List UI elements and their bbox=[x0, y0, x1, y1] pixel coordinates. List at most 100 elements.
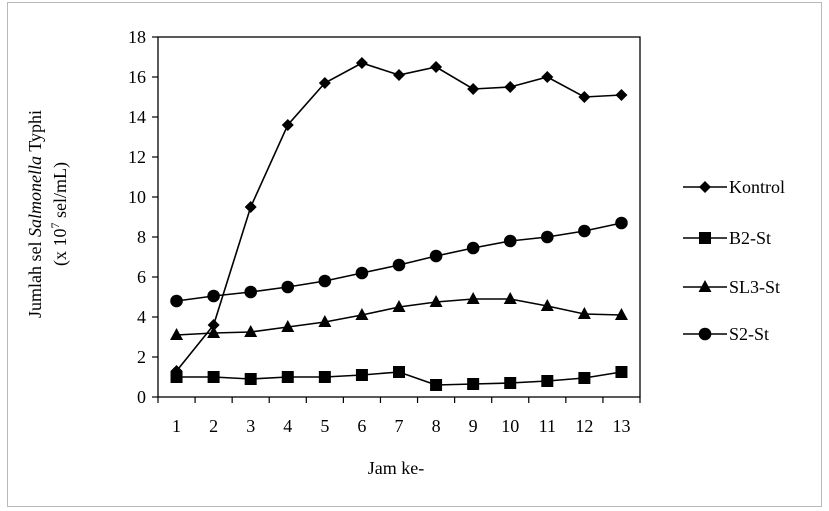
data-point-kontrol bbox=[615, 89, 628, 101]
x-tick-label: 3 bbox=[246, 416, 255, 436]
data-point-b2-st bbox=[281, 371, 294, 383]
data-point-sl3-st bbox=[392, 300, 406, 312]
x-tick-labels: 1 2 3 4 5 6 7 8 9 10 11 12 13 bbox=[172, 416, 630, 436]
chart-frame bbox=[7, 2, 822, 507]
legend-label-s2-st: S2-St bbox=[729, 324, 769, 344]
legend-label-sl3-st: SL3-St bbox=[729, 277, 780, 297]
legend-marker-s2-st bbox=[698, 327, 712, 341]
y-tick-label: 18 bbox=[128, 27, 146, 47]
series-line-kontrol bbox=[175, 62, 622, 372]
x-axis-label: Jam ke- bbox=[368, 458, 424, 478]
data-point-s2-st bbox=[170, 294, 183, 308]
legend-marker-sl3-st bbox=[698, 280, 712, 292]
x-tick-label: 7 bbox=[395, 416, 404, 436]
legend-label-b2-st: B2-St bbox=[729, 228, 771, 248]
data-point-kontrol bbox=[393, 69, 405, 81]
x-tick-label: 10 bbox=[501, 416, 519, 436]
x-tick-label: 1 bbox=[172, 416, 181, 436]
data-point-b2-st bbox=[244, 373, 257, 385]
series-s2-st bbox=[170, 216, 628, 308]
data-point-s2-st bbox=[466, 241, 480, 255]
data-point-kontrol bbox=[207, 319, 220, 331]
data-point-kontrol bbox=[318, 77, 331, 89]
x-tick-label: 8 bbox=[432, 416, 441, 436]
data-point-b2-st bbox=[318, 371, 331, 383]
series-group bbox=[170, 57, 628, 391]
data-point-sl3-st bbox=[170, 328, 184, 340]
data-point-b2-st bbox=[467, 378, 480, 390]
y-tick-label: 16 bbox=[128, 67, 146, 87]
y-tick-label: 4 bbox=[137, 307, 146, 327]
data-point-sl3-st bbox=[429, 295, 443, 307]
data-point-s2-st bbox=[244, 285, 257, 299]
x-tick-label: 9 bbox=[469, 416, 478, 436]
data-point-b2-st bbox=[541, 375, 554, 387]
data-point-sl3-st bbox=[355, 308, 369, 320]
legend-entry-sl3-st: SL3-St bbox=[683, 277, 780, 297]
data-point-s2-st bbox=[318, 274, 332, 288]
data-point-b2-st bbox=[504, 377, 517, 389]
data-point-sl3-st bbox=[503, 292, 517, 304]
legend-entry-kontrol: Kontrol bbox=[683, 177, 785, 197]
data-point-sl3-st bbox=[244, 325, 258, 337]
data-point-sl3-st bbox=[540, 299, 554, 311]
y-axis-label-line2-prefix: (x 10 bbox=[50, 229, 71, 267]
y-axis-label-line2-suffix: sel/mL) bbox=[50, 162, 71, 223]
x-tick-label: 11 bbox=[539, 416, 556, 436]
data-point-kontrol bbox=[281, 119, 294, 131]
y-tick-label: 6 bbox=[137, 267, 146, 287]
data-point-s2-st bbox=[281, 280, 295, 294]
data-point-s2-st bbox=[541, 230, 554, 244]
data-point-b2-st bbox=[355, 369, 368, 381]
x-tick-label: 4 bbox=[283, 416, 292, 436]
y-axis-label-line1-italic: Salmonella bbox=[25, 156, 45, 237]
data-point-sl3-st bbox=[318, 315, 332, 327]
series-sl3-st bbox=[170, 292, 628, 340]
x-tick-label: 2 bbox=[209, 416, 218, 436]
plot-area-border bbox=[157, 36, 641, 398]
data-point-sl3-st bbox=[614, 308, 628, 320]
x-tick-label: 5 bbox=[320, 416, 329, 436]
data-point-b2-st bbox=[430, 379, 443, 391]
y-tick-label: 0 bbox=[137, 387, 146, 407]
y-axis-label-line1-suffix: Typhi bbox=[25, 110, 45, 156]
legend-entry-b2-st: B2-St bbox=[683, 228, 771, 248]
data-point-b2-st bbox=[393, 366, 405, 378]
y-axis-label-line2: (x 107 sel/mL) bbox=[48, 162, 71, 266]
legend-marker-kontrol bbox=[699, 181, 711, 193]
y-tick-label: 14 bbox=[128, 107, 146, 127]
y-axis-label-line1: Jumlah sel Salmonella Typhi bbox=[25, 110, 45, 318]
y-tick-label: 12 bbox=[128, 147, 146, 167]
data-point-kontrol bbox=[541, 71, 554, 83]
y-axis-label: Jumlah sel Salmonella Typhi (x 107 sel/m… bbox=[25, 110, 71, 318]
legend: Kontrol B2-St SL3-St S2-St bbox=[683, 177, 785, 344]
data-point-s2-st bbox=[429, 249, 443, 263]
series-b2-st bbox=[170, 366, 628, 391]
y-tick-label: 10 bbox=[128, 187, 146, 207]
data-point-kontrol bbox=[430, 61, 443, 73]
y-tick-label: 2 bbox=[137, 347, 146, 367]
data-point-kontrol bbox=[355, 57, 368, 69]
data-point-s2-st bbox=[615, 216, 628, 230]
data-point-s2-st bbox=[578, 224, 591, 238]
legend-label-kontrol: Kontrol bbox=[729, 177, 785, 197]
data-point-s2-st bbox=[392, 258, 406, 272]
data-point-b2-st bbox=[615, 366, 628, 378]
data-point-b2-st bbox=[207, 371, 220, 383]
legend-marker-b2-st bbox=[699, 232, 711, 244]
data-point-sl3-st bbox=[207, 326, 221, 338]
x-tick-label: 6 bbox=[357, 416, 366, 436]
data-point-kontrol bbox=[467, 83, 480, 95]
legend-entry-s2-st: S2-St bbox=[683, 324, 769, 344]
y-axis-label-line1-prefix: Jumlah sel bbox=[25, 237, 45, 318]
data-point-b2-st bbox=[170, 371, 183, 383]
data-point-sl3-st bbox=[466, 292, 480, 304]
data-point-sl3-st bbox=[577, 307, 591, 319]
y-tick-labels: 0 2 4 6 8 10 12 14 16 18 bbox=[128, 27, 146, 407]
data-point-s2-st bbox=[207, 289, 220, 303]
x-tick-label: 13 bbox=[612, 416, 630, 436]
data-point-kontrol bbox=[244, 201, 257, 213]
y-axis-label-line2-sup: 7 bbox=[48, 223, 62, 229]
data-point-sl3-st bbox=[281, 320, 295, 332]
